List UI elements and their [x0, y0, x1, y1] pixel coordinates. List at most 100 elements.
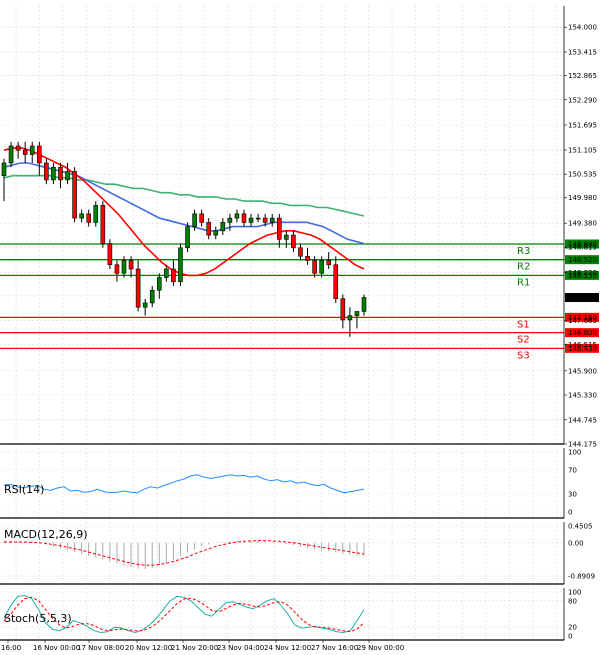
candle-body: [333, 264, 339, 300]
price-tick-label: 150.535: [568, 171, 597, 179]
price-tick-label: 145.900: [568, 367, 597, 375]
rsi-label: RSI(14): [4, 483, 44, 496]
macd-signal-line: [4, 540, 365, 566]
level-price-tag-s3: [565, 343, 599, 353]
candle-body: [114, 264, 120, 274]
candles: [1, 141, 367, 337]
rsi-tick-label: 30: [568, 491, 577, 499]
stoch-tick-label: 0: [568, 633, 572, 641]
candle-body: [262, 217, 268, 223]
candle-body: [135, 268, 141, 308]
candle-body: [227, 217, 233, 223]
candle-body: [255, 217, 261, 220]
candle-body: [354, 311, 360, 316]
candle-body: [213, 230, 219, 236]
candle-body: [107, 243, 113, 266]
ma-green-line: [3, 174, 365, 217]
candle-body: [156, 277, 162, 291]
candle-body: [29, 145, 35, 155]
level-name-s1: S1: [517, 319, 530, 330]
candle-body: [361, 297, 367, 312]
stoch-tick-label: 80: [568, 597, 577, 605]
candle-body: [192, 213, 197, 227]
candle-body: [312, 260, 317, 274]
macd-label: MACD(12,26,9): [4, 528, 88, 541]
candle-body: [298, 247, 303, 257]
level-price-label-r3: 148.890: [568, 240, 597, 248]
candle-body: [326, 260, 332, 266]
price-tick-label: 144.175: [568, 441, 597, 449]
rsi-tick-label: 70: [568, 467, 577, 475]
candle-body: [142, 302, 148, 308]
macd-panel: 0.4505 0.00 -0.8909 MACD(12,26,9): [0, 523, 595, 581]
level-price-tag-r1: [565, 270, 599, 280]
candle-body: [206, 222, 212, 236]
candle-body: [100, 205, 106, 244]
price-tick-label: 145.330: [568, 392, 597, 400]
candle-body: [72, 171, 77, 219]
candle-body: [340, 298, 346, 321]
ma-red-line: [3, 147, 365, 277]
stoch-signal-line: [3, 596, 365, 633]
current-price-label: 147.628: [568, 294, 597, 302]
candle-body: [149, 289, 155, 304]
candle-body: [269, 217, 275, 223]
price-tick-label: 146.515: [568, 341, 597, 349]
level-name-s3: S3: [517, 350, 530, 361]
level-price-tag-r3: [565, 239, 599, 249]
candle-body: [65, 171, 70, 181]
level-name-r3: R3: [517, 246, 530, 257]
x-tick-label: 24 Nov 12:00: [264, 644, 311, 652]
candle-body: [171, 268, 176, 283]
candle-body: [164, 268, 169, 278]
candle-body: [58, 166, 63, 181]
candle-body: [199, 213, 204, 223]
x-tick-label: 20 Nov 12:00: [125, 644, 172, 652]
candle-body: [248, 217, 254, 223]
price-tick-label: 153.415: [568, 49, 597, 57]
level-price-tag-s1: [565, 312, 599, 322]
stoch-tick-label: 20: [568, 624, 577, 632]
stoch-label: Stoch(5,5,3): [4, 612, 72, 625]
candle-body: [234, 213, 240, 219]
candle-body: [347, 315, 353, 321]
candle-body: [185, 226, 190, 249]
level-price-label-s2: 146.800: [568, 329, 597, 337]
stoch-main-line: [3, 594, 365, 634]
x-tick-label: 16:00: [1, 644, 21, 652]
grid-lines: [0, 6, 564, 640]
candle-body: [121, 260, 127, 274]
candle-body: [291, 234, 296, 249]
candle-body: [44, 162, 49, 181]
price-tick-label: 144.745: [568, 416, 597, 424]
macd-tick-label: 0.00: [568, 539, 584, 547]
x-tick-label: 17 Nov 08:00: [77, 644, 124, 652]
candle-body: [93, 205, 99, 223]
rsi-tick-label: 0: [568, 509, 572, 517]
price-tick-label: 151.105: [568, 147, 597, 155]
x-tick-label: 21 Nov 20:00: [171, 644, 218, 652]
candle-body: [15, 145, 21, 151]
level-name-r2: R2: [517, 262, 530, 273]
candle-body: [51, 166, 56, 181]
price-tick-label: 147.085: [568, 317, 597, 325]
candle-body: [128, 260, 134, 270]
macd-tick-label: -0.8909: [568, 573, 595, 581]
level-price-label-s1: 147.160: [568, 314, 597, 322]
level-name-r1: R1: [517, 277, 530, 288]
candle-body: [22, 149, 28, 155]
level-price-label-s3: 146.430: [568, 345, 597, 353]
current-price-tag: [565, 293, 599, 303]
axis-labels: 154.000 153.415 152.865 152.290 151.695 151.1…: [564, 24, 599, 449]
candle-body: [36, 145, 42, 164]
price-tick-label: 152.290: [568, 96, 597, 104]
x-tick-label: 27 Nov 16:00: [311, 644, 358, 652]
level-price-tag-s2: [565, 328, 599, 338]
candle-body: [241, 213, 247, 223]
rsi-panel: 100 70 30 0 RSI(14): [0, 449, 581, 517]
candle-body: [1, 162, 7, 176]
rsi-line: [3, 474, 365, 494]
rsi-tick-label: 100: [568, 449, 581, 457]
